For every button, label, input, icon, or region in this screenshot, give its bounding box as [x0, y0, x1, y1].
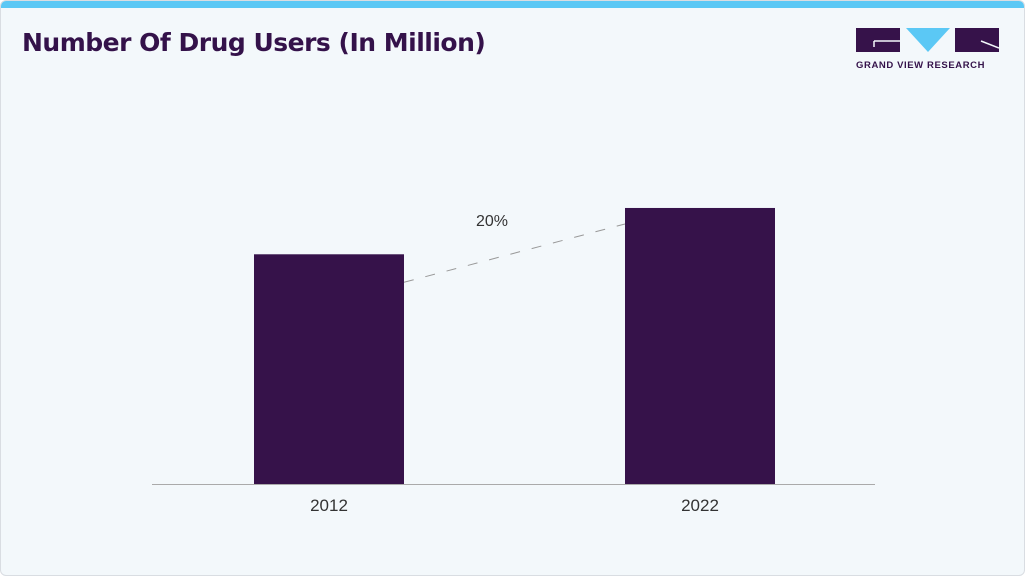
accent-bar	[1, 1, 1024, 8]
grand-view-research-logo: GRAND VIEW RESEARCH	[856, 28, 1000, 72]
x-tick-label: 2012	[310, 496, 348, 515]
logo-mark-icon	[856, 28, 1000, 52]
x-tick-label: 2022	[681, 496, 719, 515]
page-title: Number Of Drug Users (In Million)	[22, 28, 486, 57]
bar-2012	[254, 254, 404, 484]
growth-annotation: 20%	[476, 213, 508, 230]
logo-text: GRAND VIEW RESEARCH	[856, 60, 986, 71]
bar-2022	[625, 207, 775, 484]
growth-dashed-line	[403, 223, 626, 283]
